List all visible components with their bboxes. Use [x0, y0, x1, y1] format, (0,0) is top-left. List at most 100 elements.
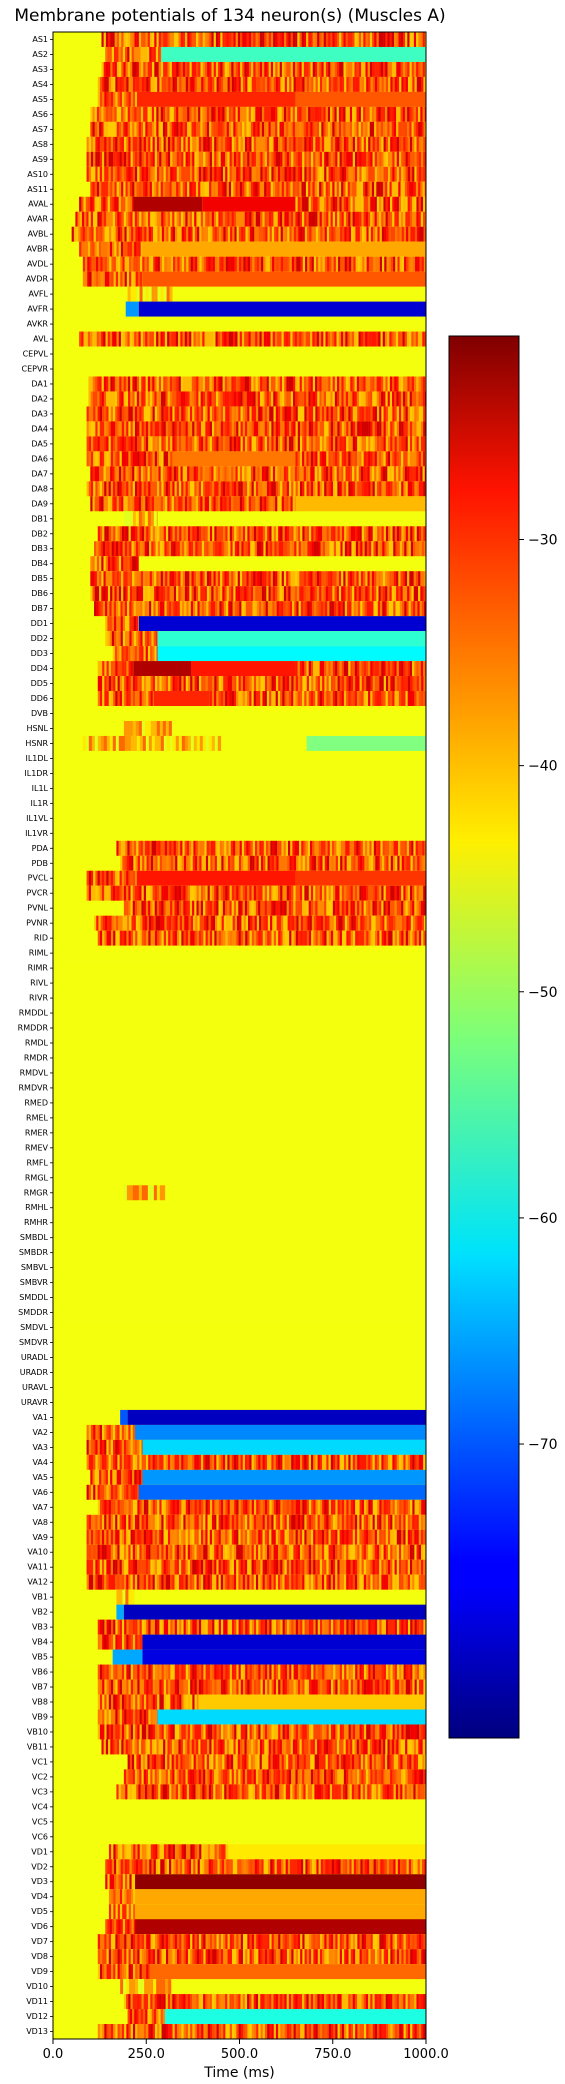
row-stripe	[115, 271, 119, 287]
row-stripe	[381, 136, 384, 153]
row-stripe	[303, 586, 307, 602]
row-stripe	[382, 571, 386, 587]
row-stripe	[153, 226, 156, 242]
row-stripe	[369, 840, 372, 857]
row-stripe	[423, 526, 426, 542]
row-stripe	[421, 541, 425, 557]
row-stripe	[396, 391, 399, 407]
row-stripe	[403, 661, 406, 677]
row-stripe	[394, 481, 397, 497]
row-stripe	[398, 196, 402, 213]
row-stripe	[228, 256, 231, 272]
row-stripe	[406, 226, 409, 242]
row-stripe	[214, 256, 218, 272]
row-stripe	[117, 211, 120, 228]
row-stripe	[173, 331, 177, 347]
row-stripe	[275, 106, 278, 123]
row-stripe	[156, 646, 158, 662]
row-segment	[153, 691, 210, 707]
row-stripe	[125, 121, 128, 138]
row-stripe	[183, 136, 186, 153]
row-stripe	[143, 76, 147, 93]
row-stripe	[213, 466, 216, 482]
row-stripe	[413, 331, 416, 347]
row-stripe	[112, 571, 115, 587]
row-stripe	[116, 616, 119, 632]
row-stripe	[176, 421, 180, 437]
row-stripe	[112, 32, 115, 48]
row-stripe	[335, 166, 338, 183]
row-stripe	[200, 136, 204, 153]
row-stripe	[222, 166, 226, 183]
row-stripe	[286, 421, 290, 437]
row-stripe	[308, 211, 311, 228]
row-stripe	[94, 586, 98, 602]
row-stripe	[215, 586, 219, 602]
row-stripe	[183, 481, 186, 497]
row-stripe	[423, 226, 427, 242]
row-stripe	[376, 661, 380, 677]
row-stripe	[172, 421, 175, 437]
row-stripe	[409, 406, 413, 422]
row-stripe	[365, 451, 369, 467]
row-stripe	[112, 436, 116, 452]
row-stripe	[376, 691, 380, 707]
row-stripe	[235, 32, 239, 48]
row-stripe	[372, 166, 375, 183]
row-stripe	[346, 691, 349, 707]
row-stripe	[198, 436, 202, 452]
row-stripe	[227, 481, 230, 497]
row-stripe	[284, 391, 287, 407]
row-stripe	[336, 541, 339, 557]
row-stripe	[101, 32, 104, 48]
heatmap-row-AVBL	[53, 226, 427, 242]
row-stripe	[178, 151, 182, 168]
row-stripe	[374, 32, 377, 48]
row-stripe	[95, 211, 98, 228]
row-stripe	[293, 376, 296, 392]
row-stripe	[324, 451, 327, 467]
row-stripe	[185, 406, 188, 422]
row-stripe	[244, 571, 247, 587]
row-stripe	[111, 46, 115, 63]
row-stripe	[379, 226, 383, 242]
row-stripe	[250, 106, 254, 123]
row-stripe	[157, 541, 161, 557]
row-stripe	[132, 481, 136, 497]
row-stripe	[96, 106, 100, 123]
row-stripe	[174, 76, 178, 93]
row-stripe	[160, 601, 163, 617]
row-stripe	[192, 76, 195, 93]
row-stripe	[121, 556, 124, 572]
row-stripe	[134, 646, 138, 662]
row-stripe	[167, 61, 170, 78]
row-stripe	[136, 61, 140, 78]
row-stripe	[170, 406, 173, 422]
row-stripe	[272, 181, 276, 198]
row-stripe	[145, 136, 149, 153]
row-stripe	[357, 406, 360, 422]
row-stripe	[412, 151, 415, 168]
row-stripe	[289, 541, 293, 557]
row-stripe	[108, 436, 111, 452]
row-stripe	[152, 376, 155, 392]
row-stripe	[202, 466, 205, 482]
row-stripe	[94, 196, 97, 213]
row-stripe	[274, 226, 277, 242]
row-stripe	[258, 421, 261, 437]
row-stripe	[143, 211, 146, 228]
row-stripe	[291, 421, 294, 437]
row-stripe	[365, 406, 369, 422]
row-stripe	[381, 151, 384, 168]
row-stripe	[218, 676, 222, 692]
row-stripe	[381, 76, 384, 93]
row-stripe	[354, 571, 357, 587]
row-stripe	[141, 511, 146, 527]
row-stripe	[125, 241, 128, 257]
row-stripe	[385, 406, 389, 422]
row-stripe	[106, 376, 109, 392]
row-stripe	[117, 421, 120, 437]
row-stripe	[381, 481, 384, 497]
row-stripe	[416, 136, 419, 153]
row-stripe	[234, 526, 237, 542]
